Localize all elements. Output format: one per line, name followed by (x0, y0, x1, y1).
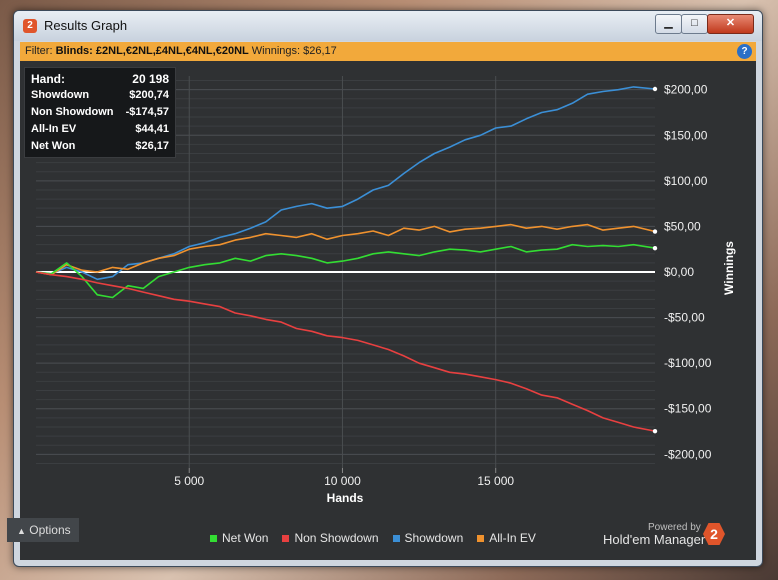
title-bar[interactable]: 2 Results Graph ▁ □ ✕ (14, 11, 762, 41)
series-line-net-won (35, 243, 656, 299)
filter-winnings: Winnings: $26,17 (251, 45, 337, 57)
stats-label: Net Won (31, 140, 76, 152)
filter-bar: Filter: Blinds: £2NL,€2NL,£4NL,€4NL,€20N… (20, 42, 756, 61)
stats-row: All-In EV $44,41 (25, 121, 175, 138)
stats-value: -$174,57 (125, 106, 169, 118)
legend-item-non-showdown[interactable]: Non Showdown (282, 531, 379, 545)
x-tick-label: 10 000 (324, 474, 361, 488)
options-label: Options (29, 523, 71, 537)
stats-label: All-In EV (31, 123, 77, 135)
filter-label: Filter: (25, 45, 53, 57)
help-icon[interactable]: ? (737, 44, 752, 59)
y-tick-label: $200,00 (664, 83, 708, 97)
legend-label: All-In EV (489, 531, 536, 545)
stats-label: Hand: (31, 72, 65, 85)
stats-label: Non Showdown (31, 106, 113, 118)
stats-value: $200,74 (129, 89, 169, 101)
stats-row: Net Won $26,17 (25, 138, 175, 155)
series-line-showdown (35, 86, 656, 281)
window-title: Results Graph (44, 18, 128, 33)
allin-ev-swatch (477, 534, 485, 542)
y-tick-label: -$200,00 (664, 447, 712, 461)
series-endpoint-all-in-ev (652, 229, 658, 234)
options-button[interactable]: ▲ Options (7, 518, 79, 542)
stats-row: Non Showdown -$174,57 (25, 104, 175, 121)
series-endpoint-non-showdown (652, 428, 658, 434)
showdown-swatch (392, 534, 400, 542)
series-line-all-in-ev (35, 223, 656, 276)
powered-by-label: Powered by (648, 522, 701, 533)
stats-label: Showdown (31, 89, 90, 101)
legend-label: Non Showdown (294, 531, 379, 545)
series-endpoint-net-won (652, 245, 658, 251)
chevron-up-icon: ▲ (17, 526, 26, 536)
x-tick-label: 5 000 (174, 474, 204, 488)
series-endpoint-showdown (652, 86, 658, 92)
y-tick-label: $150,00 (664, 128, 708, 142)
stats-box: Hand: 20 198 Showdown $200,74 Non Showdown -$… (24, 67, 176, 158)
brand-logo-icon: 2 (703, 523, 725, 545)
close-button[interactable]: ✕ (707, 14, 754, 34)
x-axis-label: Hands (327, 491, 364, 505)
y-tick-label: $50,00 (664, 219, 701, 233)
chart-legend: Net Won Non Showdown Showdown All-In EV (210, 531, 536, 545)
legend-item-allin-ev[interactable]: All-In EV (477, 531, 536, 545)
filter-blinds: Blinds: £2NL,€2NL,£4NL,€4NL,€20NL (55, 45, 249, 57)
legend-label: Net Won (222, 531, 269, 545)
x-tick-label: 15 000 (477, 474, 514, 488)
y-axis-label: Winnings (722, 241, 736, 295)
stats-row: Hand: 20 198 (25, 70, 175, 87)
legend-item-net-won[interactable]: Net Won (210, 531, 268, 545)
y-tick-label: $100,00 (664, 174, 708, 188)
app-logo-icon: 2 (23, 19, 37, 33)
series-line-non-showdown (35, 271, 656, 432)
stats-value: $26,17 (135, 140, 169, 152)
stats-value: $44,41 (135, 123, 169, 135)
legend-label: Showdown (404, 531, 464, 545)
stats-value: 20 198 (132, 72, 169, 86)
brand-name: Hold'em Manager (603, 532, 706, 547)
stats-row: Showdown $200,74 (25, 87, 175, 104)
y-tick-label: -$150,00 (664, 402, 712, 416)
net-won-swatch (210, 534, 217, 542)
y-tick-label: $0,00 (664, 265, 694, 279)
non-showdown-swatch (282, 534, 290, 542)
y-tick-label: -$50,00 (664, 311, 705, 325)
legend-item-showdown[interactable]: Showdown (392, 531, 464, 545)
y-tick-label: -$100,00 (664, 356, 712, 370)
